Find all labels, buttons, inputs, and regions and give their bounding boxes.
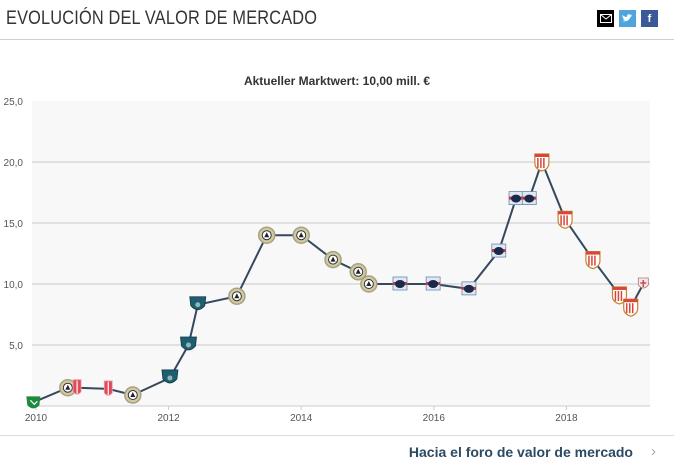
data-point-granada-crest[interactable] [72,379,82,395]
data-point-sampdoria-crest[interactable] [491,243,507,258]
data-point-sampdoria-crest[interactable] [392,276,408,291]
y-tick-label: 5,0 [9,341,23,352]
y-axis-ticks: 5,0 10,0 15,0 20,0 25,0 [4,97,24,352]
twitter-icon [622,14,633,22]
section-header: EVOLUCIÓN DEL VALOR DE MERCADO f [0,0,674,40]
data-point-sevilla-crest[interactable] [585,251,601,270]
plot-background [32,101,650,406]
data-point-sevilla-crest[interactable] [611,286,628,305]
footer-divider [0,435,674,436]
data-point-sevilla-crest[interactable] [623,298,639,317]
y-tick-label: 20,0 [4,158,24,169]
market-value-chart: 5,0 10,0 15,0 20,0 25,0 2010 2012 2014 2016 2018 [4,97,650,424]
data-point-sampdoria-crest[interactable] [521,191,537,205]
data-point-green-crest[interactable] [26,396,41,409]
y-tick-label: 25,0 [4,97,24,108]
data-point-granada-crest[interactable] [103,380,113,396]
x-axis-ticks: 2010 2012 2014 2016 2018 [25,406,578,424]
x-tick-label: 2016 [423,413,446,424]
y-tick-label: 15,0 [4,219,24,230]
chart-title: Aktueller Marktwert: 10,00 mill. € [243,74,431,88]
data-point-sampdoria-crest[interactable] [425,276,441,291]
data-point-udinese-crest[interactable] [228,287,246,305]
x-tick-label: 2010 [25,413,48,424]
share-facebook-button[interactable]: f [641,10,658,27]
section-title: EVOLUCIÓN DEL VALOR DE MERCADO [6,8,318,29]
data-point-teal-crest[interactable] [189,296,207,311]
data-point-teal-crest[interactable] [161,369,179,384]
x-tick-label: 2014 [290,413,313,424]
data-point-sevilla-crest[interactable] [534,153,550,172]
forum-link[interactable]: Hacia el foro de valor de mercado [408,444,633,460]
x-tick-label: 2018 [555,413,578,424]
x-tick-label: 2012 [157,413,180,424]
data-point-udinese-crest[interactable] [324,250,342,269]
club-markers [26,153,649,409]
data-point-sampdoria-crest[interactable] [508,191,524,205]
facebook-icon: f [647,12,652,25]
y-tick-label: 10,0 [4,280,24,291]
data-point-udinese-crest[interactable] [257,226,276,244]
share-email-button[interactable] [597,10,614,27]
data-point-udinese-crest[interactable] [292,226,310,244]
data-point-teal-crest[interactable] [180,336,197,351]
envelope-icon [599,14,612,23]
data-point-udinese-crest[interactable] [360,275,378,293]
data-point-udinese-crest[interactable] [124,386,142,404]
data-point-udinese-crest[interactable] [349,263,367,281]
chevron-right-icon[interactable]: › [651,443,656,460]
data-point-udinese-crest[interactable] [59,378,77,397]
data-point-fiorentina-crest[interactable] [637,277,649,289]
share-twitter-button[interactable] [619,10,636,27]
data-point-sevilla-crest[interactable] [557,210,573,229]
data-point-sampdoria-crest[interactable] [461,281,477,296]
